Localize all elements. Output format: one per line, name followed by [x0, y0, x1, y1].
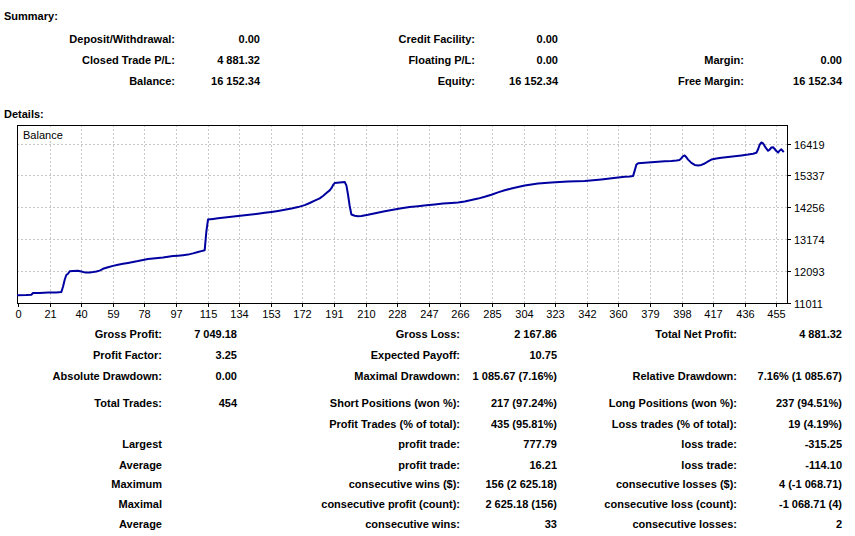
x-axis-label: 59 — [107, 308, 119, 320]
x-axis-label: 379 — [641, 308, 659, 320]
plot-border — [18, 126, 788, 304]
stat-label: Average — [0, 518, 162, 531]
x-axis-label: 97 — [170, 308, 182, 320]
chart-title: Balance — [21, 129, 65, 141]
y-axis-label: 14256 — [794, 202, 825, 214]
x-axis-label: 247 — [420, 308, 438, 320]
y-axis-label: 16419 — [794, 139, 825, 151]
x-axis-label: 228 — [388, 308, 406, 320]
stat-value: 237 (94.51%) — [522, 397, 842, 410]
mt4-statement-report: Summary: Deposit/Withdrawal:0.00Credit F… — [0, 0, 855, 536]
x-axis-label: 285 — [483, 308, 501, 320]
stat-value: 4 (-1 068.71) — [522, 478, 842, 491]
x-axis-label: 78 — [138, 308, 150, 320]
balance-line — [18, 143, 783, 296]
stat-value: 4 881.32 — [522, 328, 842, 341]
x-axis-label: 455 — [767, 308, 785, 320]
y-axis-label: 12093 — [794, 266, 825, 278]
x-axis-label: 40 — [75, 308, 87, 320]
x-axis-label: 360 — [609, 308, 627, 320]
y-axis-label: 15337 — [794, 170, 825, 182]
stat-value: 7.16% (1 085.67) — [522, 370, 842, 383]
x-axis-label: 436 — [736, 308, 754, 320]
stat-value: 0.00 — [238, 33, 558, 46]
stat-label: Maximum — [0, 478, 162, 491]
x-axis-label: 210 — [357, 308, 375, 320]
stat-value: -114.10 — [522, 459, 842, 472]
x-axis-label: 21 — [44, 308, 56, 320]
stat-label: Average — [0, 459, 162, 472]
x-axis-label: 115 — [200, 308, 218, 320]
x-axis-label: 342 — [578, 308, 596, 320]
balance-chart-canvas: 16419 15337 14256 13174 12093 11011 0 21 40 59 78 9… — [0, 115, 855, 336]
stat-value: -1 068.71 (4) — [522, 498, 842, 511]
stat-label: Maximal — [0, 498, 162, 511]
stat-value: 0.00 — [522, 54, 842, 67]
stat-value: 2 — [522, 518, 842, 531]
stat-value: 10.75 — [237, 349, 557, 362]
stat-value: 16 152.34 — [522, 75, 842, 88]
x-axis-label: 172 — [293, 308, 311, 320]
stat-value: -315.25 — [522, 438, 842, 451]
y-axis-label: 13174 — [794, 234, 825, 246]
x-axis-label: 134 — [230, 308, 248, 320]
x-axis-label: 266 — [451, 308, 469, 320]
summary-title: Summary: — [4, 10, 58, 22]
x-axis-label: 153 — [262, 308, 280, 320]
x-axis-label: 304 — [515, 308, 533, 320]
x-axis-label: 398 — [673, 308, 691, 320]
y-axis-label: 11011 — [794, 298, 823, 310]
x-axis-label: 191 — [325, 308, 343, 320]
x-axis-label: 323 — [546, 308, 564, 320]
stat-label: Largest — [0, 438, 162, 451]
stat-value: 19 (4.19%) — [522, 418, 842, 431]
x-axis-label: 417 — [704, 308, 722, 320]
x-axis-label: 0 — [15, 308, 21, 320]
